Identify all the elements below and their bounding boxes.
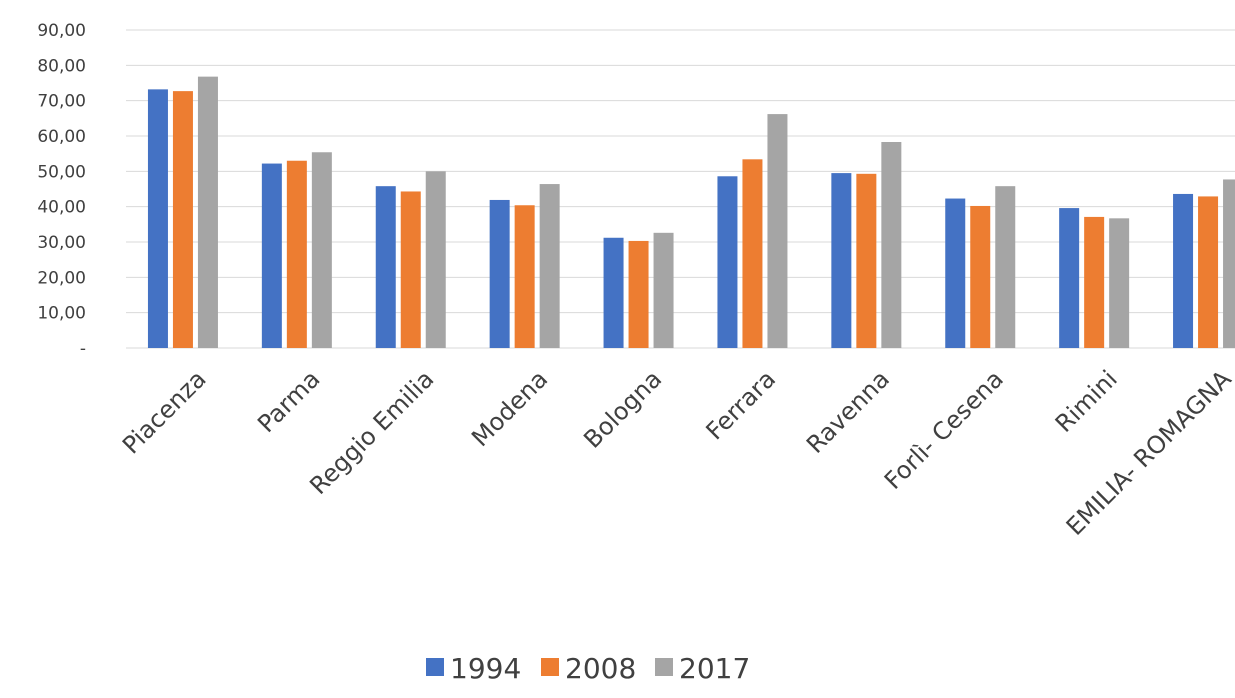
y-tick-label: 70,00 (37, 92, 86, 112)
bar-2008-parma (286, 160, 307, 348)
y-tick-label: 50,00 (37, 162, 86, 182)
y-tick-label: 90,00 (37, 21, 86, 41)
bar-2017-reggio-emilia (425, 171, 446, 348)
bar-1994-piacenza (147, 89, 168, 349)
bar-1994-emilia-romagna (1173, 193, 1194, 348)
bar-2017-modena (539, 184, 560, 348)
bar-1994-parma (261, 163, 282, 348)
legend-swatch (426, 658, 444, 676)
bar-2017-ravenna (881, 142, 902, 348)
y-tick-label: - (80, 339, 86, 359)
bar-2008-forl-cesena (970, 205, 991, 348)
y-tick-label: 20,00 (37, 268, 86, 288)
bar-1994-forl-cesena (945, 198, 966, 348)
bar-2017-ferrara (767, 114, 788, 349)
x-tick-label: Modena (466, 365, 553, 452)
y-tick-label: 30,00 (37, 233, 86, 253)
y-tick-label: 60,00 (37, 127, 86, 147)
legend-label: 2008 (565, 652, 636, 685)
bar-2008-reggio-emilia (400, 191, 421, 348)
x-tick-label: Rimini (1050, 365, 1123, 438)
x-tick-label: Ferrara (701, 365, 782, 446)
x-tick-label: Bologna (578, 365, 667, 454)
x-tick-label: Piacenza (117, 365, 212, 460)
legend-label: 2017 (679, 652, 750, 685)
bar-2017-rimini (1109, 218, 1130, 348)
bar-2017-emilia-romagna (1223, 179, 1235, 348)
y-tick-label: 80,00 (37, 56, 86, 76)
bar-1994-ravenna (831, 173, 852, 348)
bar-2017-parma (311, 152, 332, 348)
legend-swatch (655, 658, 673, 676)
x-tick-label: Forlì- Cesena (879, 365, 1009, 495)
bar-2008-emilia-romagna (1198, 196, 1219, 348)
bar-2008-rimini (1084, 216, 1105, 348)
y-tick-label: 10,00 (37, 304, 86, 324)
bar-2008-piacenza (172, 91, 193, 349)
bar-1994-ferrara (717, 176, 738, 348)
legend: 1994 2008 2017 (426, 652, 750, 685)
bar-1994-bologna (603, 237, 624, 348)
bar-1994-modena (489, 199, 510, 348)
y-tick-label: 40,00 (37, 198, 86, 218)
bar-2017-piacenza (197, 76, 218, 348)
bar-2017-forl-cesena (995, 186, 1016, 348)
x-tick-label: Parma (252, 365, 325, 438)
bar-2008-ferrara (742, 159, 763, 348)
bars (147, 76, 1235, 349)
bar-2017-bologna (653, 232, 674, 348)
bar-2008-bologna (628, 240, 649, 348)
x-tick-label: Ravenna (801, 365, 895, 459)
bar-1994-reggio-emilia (375, 186, 396, 348)
legend-swatch (541, 658, 559, 676)
bar-2008-ravenna (856, 173, 877, 348)
legend-label: 1994 (450, 652, 521, 685)
y-axis: - 10,00 20,00 30,00 40,00 50,00 60,00 70,00 80,0… (37, 21, 86, 359)
gridlines (126, 29, 1235, 349)
bar-1994-rimini (1059, 208, 1080, 348)
bar-2008-modena (514, 205, 535, 348)
